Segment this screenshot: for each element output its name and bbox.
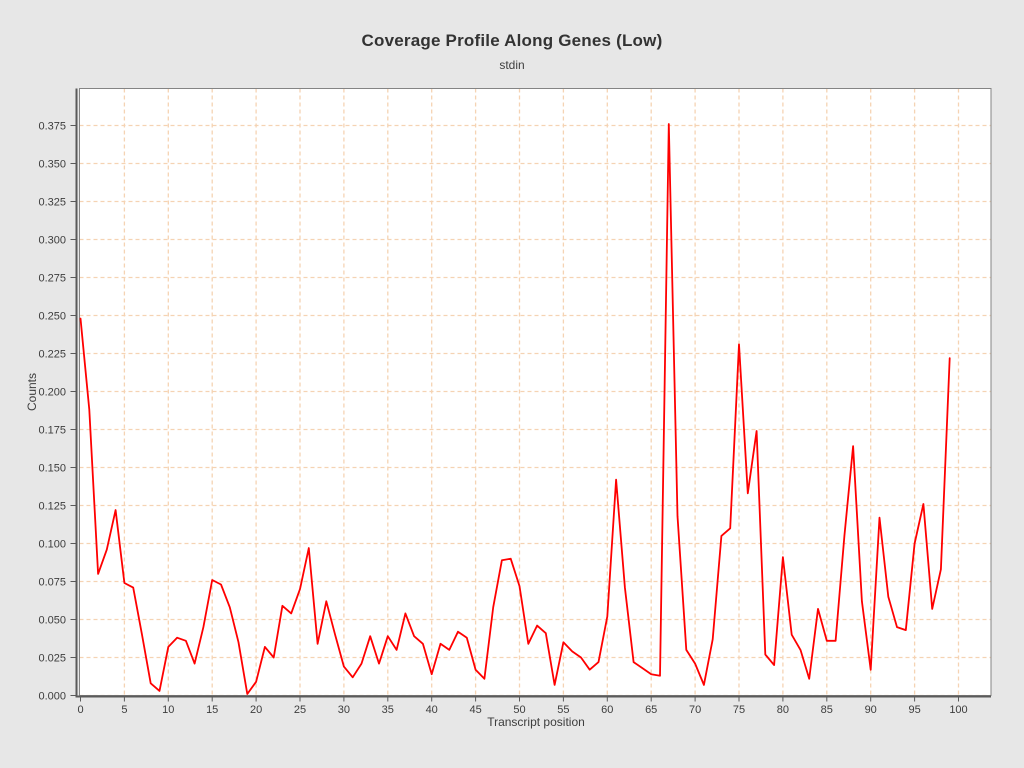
- y-tick-label: 0.250: [38, 311, 66, 323]
- y-tick-label: 0.325: [38, 197, 66, 209]
- x-tick-label: 65: [645, 704, 657, 716]
- y-tick-label: 0.200: [38, 387, 66, 399]
- x-tick-label: 45: [469, 704, 481, 716]
- y-tick-label: 0.100: [38, 539, 66, 551]
- y-tick-label: 0.150: [38, 463, 66, 475]
- y-tick-label: 0.275: [38, 273, 66, 285]
- y-tick-label: 0.225: [38, 349, 66, 361]
- x-tick-label: 25: [294, 704, 306, 716]
- y-tick-label: 0.175: [38, 425, 66, 437]
- y-axis-label: Counts: [25, 373, 39, 411]
- x-tick-label: 5: [121, 704, 127, 716]
- x-tick-label: 30: [338, 704, 350, 716]
- x-tick-label: 60: [601, 704, 613, 716]
- plot-layer: 0 5 10 15 20 25 30 35 40 45 50 55 60 65 70 75 80 85 90 95 10…: [38, 88, 992, 716]
- x-tick-label: 85: [821, 704, 833, 716]
- series-line: [79, 123, 951, 695]
- x-tick-label: 80: [777, 704, 789, 716]
- y-tick-label: 0.000: [38, 691, 66, 703]
- x-tick-label: 10: [162, 704, 174, 716]
- y-tick-label: 0.125: [38, 501, 66, 513]
- x-tick-label: 100: [949, 704, 967, 716]
- x-tick-label: 0: [77, 704, 83, 716]
- y-tick-label: 0.075: [38, 577, 66, 589]
- y-tick-label: 0.300: [38, 235, 66, 247]
- x-tick-label: 15: [206, 704, 218, 716]
- x-tick-label: 90: [865, 704, 877, 716]
- x-axis-label: Transcript position: [487, 715, 585, 729]
- x-tick-label: 95: [908, 704, 920, 716]
- x-tick-label: 75: [733, 704, 745, 716]
- x-tick-label: 55: [557, 704, 569, 716]
- x-tick-label: 35: [382, 704, 394, 716]
- x-tick-label: 70: [689, 704, 701, 716]
- x-tick-label: 40: [426, 704, 438, 716]
- x-tick-label: 20: [250, 704, 262, 716]
- y-tick-label: 0.050: [38, 615, 66, 627]
- y-tick-label: 0.350: [38, 159, 66, 171]
- chart-title: Coverage Profile Along Genes (Low): [361, 31, 663, 50]
- chart-subtitle: stdin: [499, 58, 525, 72]
- y-tick-label: 0.025: [38, 653, 66, 665]
- y-tick-label: 0.375: [38, 121, 66, 133]
- x-tick-label: 50: [513, 704, 525, 716]
